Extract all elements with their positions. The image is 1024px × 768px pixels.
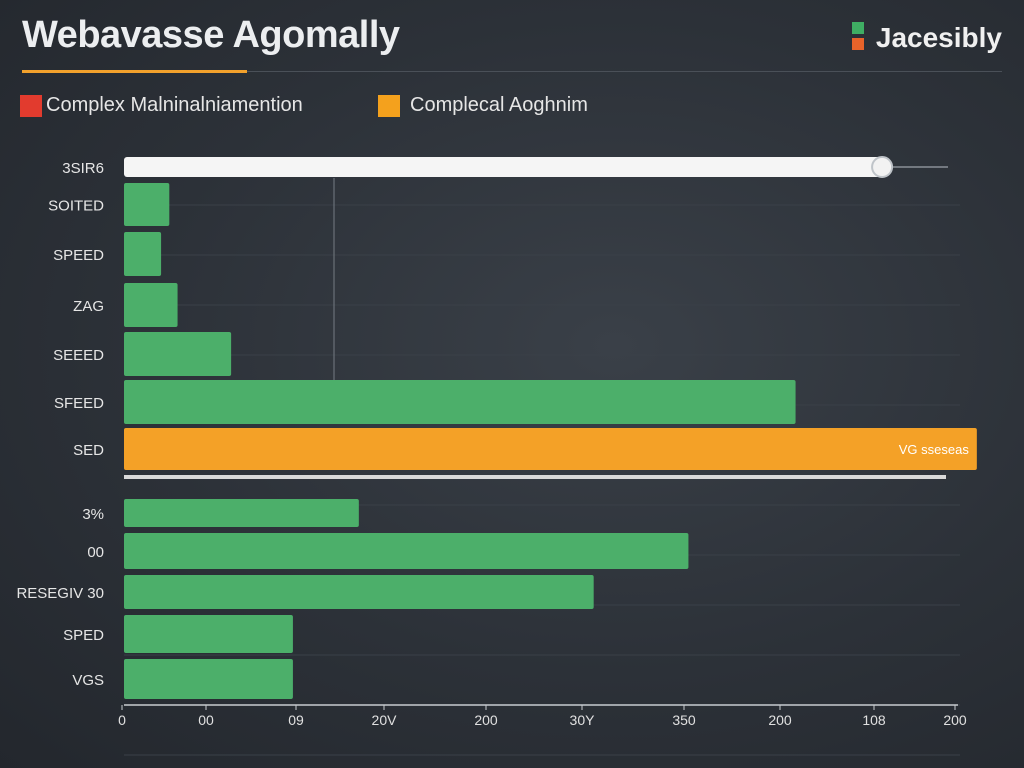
brand-name: Jacesibly	[875, 22, 1002, 53]
chart-title: Webavasse Agomally	[22, 14, 400, 56]
x-tick-label: 20V	[372, 712, 398, 728]
header-divider	[247, 71, 1002, 72]
separator-bar	[124, 475, 946, 479]
bar-11	[124, 615, 293, 653]
bar-7	[124, 428, 977, 470]
x-tick-label: 108	[862, 712, 886, 728]
category-label: SFEED	[54, 395, 104, 412]
bar-5	[124, 332, 232, 376]
bar-4	[124, 283, 178, 327]
category-label: RESEGIV 30	[16, 585, 104, 602]
legend-label: Complecal Aoghnim	[410, 94, 588, 116]
bar-2	[124, 183, 170, 226]
category-label: ZAG	[73, 298, 104, 315]
bar-8	[124, 499, 359, 527]
x-tick-label: 350	[672, 712, 696, 728]
category-label: 3%	[82, 506, 104, 523]
x-tick-label: 200	[474, 712, 498, 728]
brand-logo-icon	[852, 22, 864, 50]
legend-item-complecal: Complecal Aoghnim	[378, 94, 588, 117]
category-label: SPED	[63, 627, 104, 644]
legend-label: Complex Malninalniamention	[46, 94, 303, 116]
category-label: 00	[87, 544, 104, 561]
legend-swatch-red	[20, 94, 42, 117]
x-tick-label: 0	[118, 712, 126, 728]
bar-9	[124, 533, 689, 569]
x-tick-label: 30Y	[570, 712, 596, 728]
category-label: SOITED	[48, 198, 104, 215]
category-label: 3SIR6	[62, 160, 104, 177]
legend-item-complex: Complex Malninalniamention	[20, 94, 303, 117]
highlight-data-label: VG sseseas	[899, 442, 970, 457]
category-label: SEEED	[53, 347, 104, 364]
category-label: SPEED	[53, 247, 104, 264]
legend-swatch-orange	[378, 94, 400, 117]
x-tick-label: 200	[943, 712, 967, 728]
bar-12	[124, 659, 293, 699]
bar-6	[124, 380, 796, 424]
x-tick-label: 09	[288, 712, 304, 728]
bar-1	[124, 157, 883, 177]
title-underline	[22, 70, 247, 73]
slider-knob-icon	[871, 156, 894, 178]
bar-3	[124, 232, 162, 276]
bar-10	[124, 575, 594, 609]
category-label: SED	[73, 442, 104, 459]
x-tick-label: 200	[768, 712, 792, 728]
category-label: VGS	[72, 672, 104, 689]
x-tick-label: 00	[198, 712, 214, 728]
